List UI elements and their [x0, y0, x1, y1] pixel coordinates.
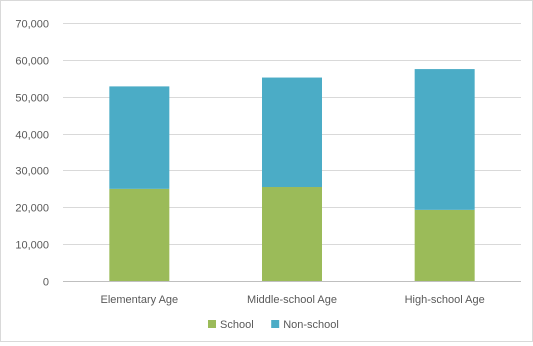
y-tick-label: 10,000: [15, 240, 49, 252]
y-tick-label: 0: [43, 277, 49, 289]
legend-swatch-non-school: [271, 320, 280, 328]
legend-label: Non-school: [283, 319, 339, 331]
x-tick-label: Middle-school Age: [247, 294, 337, 306]
y-tick-label: 30,000: [15, 166, 49, 178]
y-tick-label: 70,000: [15, 19, 49, 31]
bar-school-1: [262, 187, 322, 281]
y-tick-label: 50,000: [15, 93, 49, 105]
legend: School Non-school: [208, 319, 339, 331]
y-axis-tick-labels: 0 10,000 20,000 30,000 40,000 50,000 60,000 70,…: [15, 19, 49, 289]
legend-label: School: [220, 319, 254, 331]
bar-non-school-0: [109, 86, 170, 189]
y-tick-label: 40,000: [15, 130, 49, 142]
bar-non-school-1: [262, 77, 322, 188]
x-tick-label: High-school Age: [405, 294, 485, 306]
x-axis-tick-labels: Elementary Age Middle-school Age High-scho…: [101, 294, 485, 306]
y-tick-label: 60,000: [15, 56, 49, 68]
bars: [109, 69, 475, 281]
stacked-bar-chart: 0 10,000 20,000 30,000 40,000 50,000 60,000 70,…: [15, 19, 521, 331]
x-tick-label: Elementary Age: [101, 294, 179, 306]
bar-school-2: [414, 209, 475, 281]
bar-non-school-2: [414, 69, 475, 210]
y-tick-label: 20,000: [15, 203, 49, 215]
legend-swatch-school: [208, 320, 216, 328]
bar-school-0: [109, 188, 170, 281]
